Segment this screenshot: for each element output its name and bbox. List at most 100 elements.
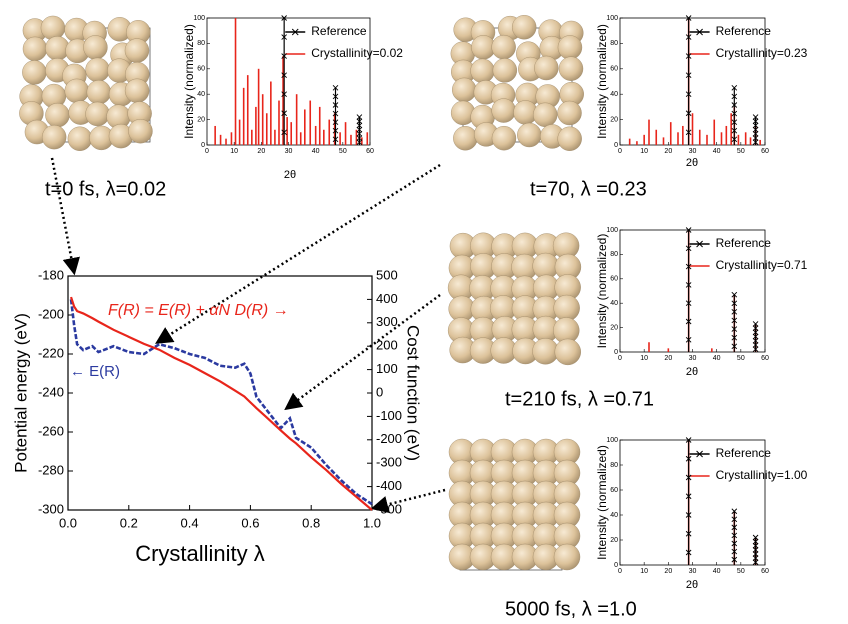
y-tick-label: -220	[38, 345, 64, 360]
arrow	[52, 158, 74, 272]
atom	[492, 35, 516, 59]
y-tick-label: 20	[197, 116, 205, 123]
y-tick-label: 0	[614, 562, 618, 569]
x-tick-label: 1.0	[363, 515, 381, 530]
x-tick-label: 0.0	[59, 515, 77, 530]
x-tick-label: 0	[618, 355, 622, 362]
y-tick-label: 80	[610, 40, 618, 47]
caption: t=210 fs, λ =0.71	[505, 388, 654, 410]
legend-label: Crystallinity=0.71	[716, 258, 808, 272]
annotation: ← E(R)	[70, 363, 120, 380]
y-tick-label: 80	[197, 40, 205, 47]
atom	[23, 37, 47, 61]
caption: t=0 fs, λ=0.02	[45, 178, 166, 200]
atom	[41, 16, 65, 40]
x-tick-label: 60	[761, 568, 769, 575]
x-tick-label: 10	[640, 355, 648, 362]
x-tick-label: 50	[339, 148, 347, 155]
y-tick-label: 60	[610, 66, 618, 73]
y-axis-label: Intensity (normalized)	[595, 24, 609, 139]
atom	[558, 101, 582, 125]
y-tick-label: 40	[610, 512, 618, 519]
y2-tick-label: -200	[376, 431, 402, 446]
atom	[42, 125, 66, 149]
atom	[45, 103, 69, 127]
legend-label: Reference	[716, 24, 772, 38]
atom	[493, 58, 517, 82]
x-tick-label: 20	[257, 148, 265, 155]
atom	[22, 60, 46, 84]
x-tick-label: 50	[737, 355, 745, 362]
caption: 5000 fs, λ =1.0	[505, 598, 637, 620]
y2-tick-label: 300	[376, 314, 398, 329]
x-tick-label: 20	[664, 355, 672, 362]
atom	[554, 295, 580, 321]
y-tick-label: -240	[38, 384, 64, 399]
x-tick-label: 0.4	[181, 515, 199, 530]
x-tick-label: 50	[737, 148, 745, 155]
y-tick-label: 100	[606, 227, 618, 234]
y2-tick-label: 500	[376, 267, 398, 282]
y-tick-label: 0	[201, 142, 205, 149]
y2-tick-label: -400	[376, 478, 402, 493]
x-tick-label: 0	[205, 148, 209, 155]
y2-tick-label: -300	[376, 455, 402, 470]
y-tick-label: 40	[610, 91, 618, 98]
y2-axis-label: Cost function (eV)	[404, 325, 423, 461]
atom	[125, 39, 149, 63]
legend-label: Crystallinity=0.23	[716, 46, 808, 60]
figure: 0.00.20.40.60.81.0-300-280-260-240-220-2…	[0, 0, 848, 624]
x-tick-label: 10	[640, 568, 648, 575]
x-tick-label: 0	[618, 568, 622, 575]
y-tick-label: 20	[610, 116, 618, 123]
y-tick-label: 0	[614, 349, 618, 356]
atom	[559, 57, 583, 81]
x-tick-label: 20	[664, 568, 672, 575]
y2-tick-label: -100	[376, 408, 402, 423]
y-tick-label: 100	[606, 437, 618, 444]
x-tick-label: 60	[761, 148, 769, 155]
y-tick-label: 60	[610, 276, 618, 283]
y-tick-label: -280	[38, 462, 64, 477]
y-tick-label: 20	[610, 537, 618, 544]
legend-label: Reference	[716, 446, 772, 460]
y-tick-label: 0	[614, 142, 618, 149]
x-tick-label: 10	[230, 148, 238, 155]
y-tick-label: 100	[606, 15, 618, 22]
atom	[554, 544, 580, 570]
atom	[86, 58, 110, 82]
y2-tick-label: 200	[376, 338, 398, 353]
atom	[452, 78, 476, 102]
x-tick-label: 40	[312, 148, 320, 155]
y-axis-label: Potential energy (eV)	[11, 313, 30, 473]
y2-tick-label: 100	[376, 361, 398, 376]
atom	[558, 35, 582, 59]
y-tick-label: 60	[197, 66, 205, 73]
atom	[83, 35, 107, 59]
x-tick-label: 40	[713, 355, 721, 362]
x-tick-label: 10	[640, 148, 648, 155]
x-tick-label: 30	[689, 355, 697, 362]
y-tick-label: 40	[197, 91, 205, 98]
x-tick-label: 40	[713, 148, 721, 155]
atom	[65, 79, 89, 103]
atom	[517, 123, 541, 147]
x-tick-label: 30	[285, 148, 293, 155]
y2-tick-label: -500	[376, 501, 402, 516]
atom	[555, 339, 581, 365]
atom	[87, 80, 111, 104]
atom	[125, 79, 149, 103]
atom	[532, 338, 558, 364]
x-tick-label: 30	[689, 148, 697, 155]
y-tick-label: -200	[38, 306, 64, 321]
series-line	[71, 297, 372, 510]
y2-tick-label: 0	[376, 384, 383, 399]
legend-label: Reference	[311, 24, 367, 38]
legend-label: Reference	[716, 236, 772, 250]
x-tick-label: 0.6	[241, 515, 259, 530]
x-tick-label: 60	[366, 148, 374, 155]
atom	[492, 126, 516, 150]
atom	[512, 15, 536, 39]
x-tick-label: 0.8	[302, 515, 320, 530]
atom	[492, 99, 516, 123]
